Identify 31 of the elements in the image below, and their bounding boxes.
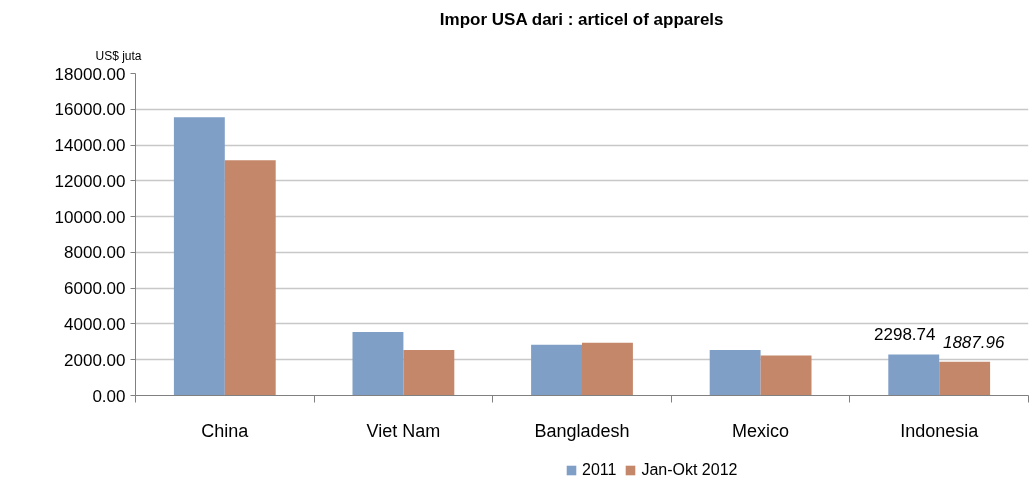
x-tick-label: Mexico [732,420,790,441]
bar [709,349,761,396]
legend-label: 2011 [582,461,617,479]
data-label: 2298.74 [874,325,936,345]
bar [531,344,582,396]
y-tick-label: 0.00 [92,386,126,406]
y-tick-label: 14000.00 [54,136,126,156]
y-axis-title: US$ juta [95,48,142,63]
bar [224,160,276,396]
bar [939,361,991,396]
bar [173,117,225,396]
data-label: 1887.96 [942,332,1005,352]
y-tick-label: 10000.00 [54,207,126,227]
y-tick-label: 16000.00 [54,100,126,120]
y-tick-label: 6000.00 [64,279,126,299]
bar [888,354,940,396]
bar [403,349,455,396]
bar [352,331,404,396]
x-tick-label: Bangladesh [534,420,630,441]
legend-label: Jan-Okt 2012 [641,461,738,479]
chart-title: Impor USA dari : articel of apparels [439,9,724,29]
bar [760,355,812,396]
x-tick-label: Indonesia [900,420,980,441]
y-tick-label: 8000.00 [64,243,126,263]
y-tick-label: 4000.00 [64,314,126,334]
bar [582,342,633,396]
y-tick-label: 12000.00 [54,171,126,191]
x-tick-label: Viet Nam [366,420,441,441]
y-tick-label: 2000.00 [64,350,126,370]
x-tick-label: China [201,420,250,441]
y-tick-label: 18000.00 [54,64,126,84]
